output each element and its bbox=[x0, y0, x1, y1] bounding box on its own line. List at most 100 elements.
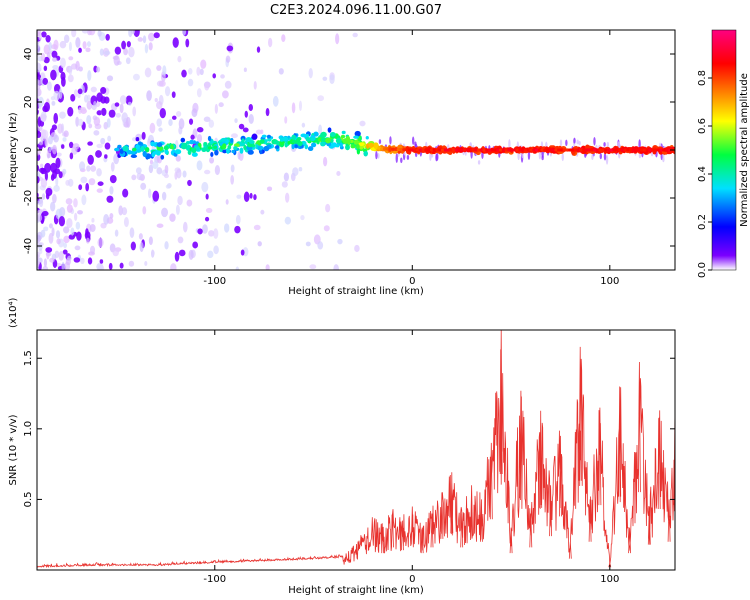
noise-blob bbox=[83, 94, 89, 103]
ridge-point bbox=[327, 127, 332, 133]
noise-blob bbox=[249, 192, 253, 199]
noise-blob bbox=[146, 90, 152, 102]
noise-blob bbox=[359, 120, 366, 127]
noise-blob bbox=[164, 241, 169, 250]
noise-blob bbox=[209, 157, 215, 164]
noise-blob bbox=[53, 134, 59, 143]
x-tick-label: 0 bbox=[409, 276, 415, 287]
noise-blob bbox=[53, 90, 60, 101]
noise-blob bbox=[45, 35, 51, 43]
noise-blob bbox=[291, 102, 296, 114]
ridge-point bbox=[214, 149, 219, 156]
noise-blob bbox=[138, 233, 143, 240]
noise-blob bbox=[45, 187, 53, 197]
noise-blob bbox=[123, 217, 129, 228]
ridge-point bbox=[170, 144, 174, 150]
ridge-point bbox=[181, 142, 188, 149]
noise-blob bbox=[37, 84, 41, 91]
noise-blob bbox=[43, 258, 47, 268]
noise-blob bbox=[196, 66, 201, 76]
noise-blob bbox=[268, 37, 273, 48]
noise-blob bbox=[109, 174, 117, 184]
ridge-point bbox=[354, 130, 361, 137]
noise-blob bbox=[127, 101, 132, 106]
noise-blob bbox=[265, 264, 270, 270]
noise-blob bbox=[192, 241, 199, 249]
noise-blob bbox=[81, 194, 87, 206]
noise-blob bbox=[156, 223, 164, 228]
ridge-point bbox=[275, 145, 280, 149]
noise-blob bbox=[97, 264, 105, 270]
colorbar-ticks: 0.0 0.2 0.4 0.6 0.8 bbox=[697, 70, 712, 278]
noise-blob bbox=[429, 152, 432, 161]
ridge-point bbox=[155, 150, 161, 156]
noise-blob bbox=[128, 46, 135, 58]
y-tick-label: 0 bbox=[23, 147, 34, 153]
noise-blob bbox=[93, 101, 97, 107]
noise-blob bbox=[107, 135, 112, 142]
ridge-point bbox=[356, 148, 361, 155]
x-tick-label: -100 bbox=[203, 276, 226, 287]
noise-blob bbox=[85, 47, 91, 53]
noise-blob bbox=[147, 188, 152, 199]
noise-blob bbox=[144, 43, 149, 54]
ridge-point bbox=[257, 145, 263, 151]
noise-blob bbox=[599, 153, 602, 160]
noise-blob bbox=[60, 71, 66, 81]
noise-blob bbox=[37, 80, 43, 86]
noise-blob bbox=[378, 139, 382, 144]
noise-blob bbox=[85, 182, 90, 192]
ridge-point bbox=[227, 145, 232, 150]
noise-blob bbox=[99, 259, 104, 264]
noise-blob bbox=[109, 212, 114, 219]
ridge-point bbox=[233, 146, 238, 150]
ridge-point bbox=[231, 149, 236, 154]
ridge-point bbox=[355, 143, 360, 150]
ridge-point bbox=[213, 145, 218, 149]
ridge-point bbox=[320, 141, 326, 147]
noise-blob bbox=[87, 141, 93, 146]
ridge-point bbox=[251, 133, 258, 140]
noise-blob bbox=[58, 171, 63, 179]
ridge-point bbox=[273, 140, 280, 144]
noise-blob bbox=[248, 103, 253, 111]
ridge-point bbox=[313, 131, 319, 137]
noise-blob bbox=[77, 93, 81, 99]
noise-blob bbox=[76, 231, 82, 241]
noise-blob bbox=[243, 67, 247, 73]
noise-blob bbox=[159, 107, 166, 119]
spectrogram-y-axis-label: Frequency (Hz) bbox=[8, 112, 19, 188]
noise-blob bbox=[323, 225, 330, 232]
noise-blob bbox=[106, 75, 114, 82]
noise-blob bbox=[162, 65, 167, 76]
noise-blob bbox=[56, 152, 62, 157]
noise-blob bbox=[37, 209, 42, 216]
ridge-point bbox=[335, 137, 342, 144]
noise-blob bbox=[43, 65, 48, 72]
noise-blob bbox=[662, 156, 665, 163]
noise-blob bbox=[242, 127, 249, 133]
ridge-point bbox=[135, 137, 140, 142]
noise-blob bbox=[225, 55, 231, 63]
noise-blob bbox=[207, 250, 214, 259]
noise-blob bbox=[188, 249, 194, 260]
ridge-point bbox=[305, 133, 309, 138]
noise-blob bbox=[123, 121, 130, 128]
noise-blob bbox=[214, 165, 221, 176]
noise-blob bbox=[182, 30, 187, 36]
noise-blob bbox=[96, 168, 102, 177]
noise-blob bbox=[112, 248, 120, 257]
noise-blob bbox=[559, 139, 563, 147]
noise-blob bbox=[97, 30, 102, 37]
noise-blob bbox=[88, 123, 93, 129]
noise-blob bbox=[119, 262, 124, 269]
noise-blob bbox=[65, 198, 73, 205]
noise-blob bbox=[144, 261, 148, 267]
noise-blob bbox=[527, 150, 531, 161]
noise-blob bbox=[99, 48, 104, 56]
noise-blob bbox=[176, 168, 182, 179]
noise-blob bbox=[317, 95, 325, 102]
ridge-point bbox=[191, 147, 197, 154]
noise-blob bbox=[203, 116, 211, 122]
noise-blob bbox=[118, 205, 123, 216]
